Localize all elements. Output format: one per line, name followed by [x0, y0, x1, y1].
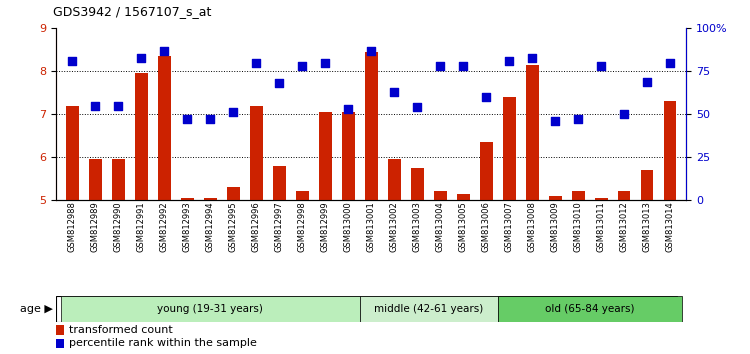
Bar [112, 159, 125, 200]
Bar [618, 192, 631, 200]
FancyBboxPatch shape [61, 296, 360, 322]
Point [458, 63, 470, 69]
Bar [640, 170, 653, 200]
Point [549, 118, 561, 124]
Bar [158, 56, 171, 200]
Bar [273, 166, 286, 200]
Point [365, 48, 377, 53]
Bar [411, 168, 424, 200]
Bar [319, 112, 332, 200]
Bar [89, 159, 102, 200]
Bar [457, 194, 470, 200]
Bar [342, 112, 355, 200]
Point [411, 104, 423, 110]
Point [572, 116, 584, 122]
Point [66, 58, 78, 64]
Bar [503, 97, 515, 200]
Point [273, 80, 285, 86]
Bar [595, 198, 608, 200]
Point [89, 103, 101, 108]
Point [251, 60, 262, 65]
Point [503, 58, 515, 64]
Bar [526, 65, 538, 200]
Bar [56, 338, 64, 348]
Point [296, 63, 308, 69]
Point [135, 55, 147, 60]
Point [596, 63, 608, 69]
Point [480, 94, 492, 100]
Point [434, 63, 446, 69]
Point [342, 106, 354, 112]
Text: middle (42-61 years): middle (42-61 years) [374, 304, 483, 314]
Point [388, 89, 400, 95]
Point [526, 55, 538, 60]
Text: percentile rank within the sample: percentile rank within the sample [69, 338, 256, 348]
Point [320, 60, 332, 65]
Bar [365, 52, 377, 200]
Bar [135, 73, 148, 200]
Bar [434, 192, 446, 200]
Text: young (19-31 years): young (19-31 years) [158, 304, 263, 314]
Point [641, 79, 653, 84]
FancyBboxPatch shape [498, 296, 682, 322]
Bar [56, 325, 64, 335]
Text: GDS3942 / 1567107_s_at: GDS3942 / 1567107_s_at [53, 5, 211, 18]
Point [158, 48, 170, 53]
Bar [296, 192, 308, 200]
Bar [66, 105, 79, 200]
Point [227, 110, 239, 115]
Bar [250, 105, 262, 200]
Point [618, 111, 630, 117]
Bar [549, 196, 562, 200]
Bar [572, 192, 584, 200]
Bar [227, 187, 239, 200]
Bar [664, 101, 676, 200]
FancyBboxPatch shape [360, 296, 498, 322]
Bar [388, 159, 400, 200]
Point [204, 116, 216, 122]
Point [112, 103, 125, 108]
Text: age ▶: age ▶ [20, 304, 53, 314]
Text: old (65-84 years): old (65-84 years) [545, 304, 634, 314]
Bar [204, 198, 217, 200]
Point [182, 116, 194, 122]
Bar [181, 198, 194, 200]
Bar [480, 142, 493, 200]
Point [664, 60, 676, 65]
Text: transformed count: transformed count [69, 325, 172, 335]
